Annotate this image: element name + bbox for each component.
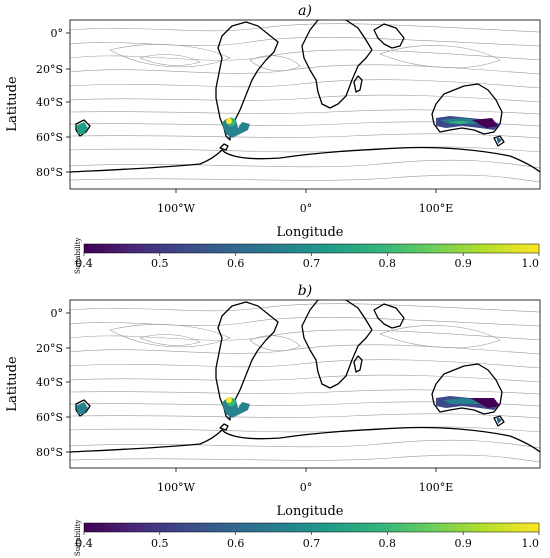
colorbar-tick-a-4: 0.8	[379, 257, 397, 270]
colorbar-tick-a-6: 1.0	[522, 257, 540, 270]
x-tick-label-a-2: 100°E	[419, 202, 454, 215]
panel-title-b: b)	[298, 283, 312, 299]
y-tick-label-a-1: 20°S	[36, 63, 63, 76]
x-axis-label-a: Longitude	[277, 225, 344, 240]
x-tick-label-a-0: 100°W	[157, 202, 195, 215]
x-tick-label-b-2: 100°E	[419, 481, 454, 494]
colorbar-tick-b-1: 0.5	[151, 537, 169, 550]
panel-title-a: a)	[298, 3, 312, 19]
x-tick-label-a-1: 0°	[300, 202, 313, 215]
colorbar-tick-a-5: 0.9	[454, 257, 472, 270]
map-frame-a	[69, 19, 541, 190]
colorbar-tick-a-1: 0.5	[151, 257, 169, 270]
x-tick-label-b-1: 0°	[300, 481, 313, 494]
y-ticks-a	[66, 32, 70, 173]
y-axis-label-a: Latitude	[5, 76, 20, 132]
x-tick-label-b-0: 100°W	[157, 481, 195, 494]
colorbar-tick-a-0: 0.4	[75, 257, 93, 270]
colorbar-label-b: Suitability	[74, 519, 82, 556]
colorbar-tick-b-3: 0.7	[303, 537, 321, 550]
y-axis-label-b: Latitude	[5, 356, 20, 412]
x-axis-label-b: Longitude	[277, 504, 344, 519]
y-tick-label-b-1: 20°S	[36, 342, 63, 355]
colorbar-tick-b-6: 1.0	[522, 537, 540, 550]
colorbar-tick-b-2: 0.6	[227, 537, 245, 550]
contour-lines-b	[70, 303, 540, 463]
y-tick-label-b-4: 80°S	[36, 446, 63, 459]
colorbar-a: Suitability 0.4 0.5 0.6 0.7 0.8 0.9 1.0	[74, 237, 540, 274]
colorbar-tick-b-0: 0.4	[75, 537, 93, 550]
y-tick-label-a-4: 80°S	[36, 166, 63, 179]
colorbar-label-a: Suitability	[74, 237, 82, 274]
y-tick-label-a-0: 0°	[51, 27, 64, 40]
suitability-overlay-a	[76, 116, 502, 144]
colorbar-tick-b-4: 0.8	[379, 537, 397, 550]
panel-a: a)	[5, 3, 541, 274]
colorbar-tick-a-3: 0.7	[303, 257, 321, 270]
colorbar-tick-a-2: 0.6	[227, 257, 245, 270]
y-tick-label-b-2: 40°S	[36, 376, 63, 389]
y-tick-label-b-3: 60°S	[36, 411, 63, 424]
y-tick-label-a-2: 40°S	[36, 96, 63, 109]
panel-b: b)	[5, 283, 541, 556]
x-ticks-b	[175, 468, 437, 472]
colorbar-b: Suitability 0.4 0.5 0.6 0.7 0.8 0.9 1.0	[74, 519, 540, 556]
y-tick-label-a-3: 60°S	[36, 131, 63, 144]
x-ticks-a	[175, 189, 437, 193]
y-tick-label-b-0: 0°	[51, 307, 64, 320]
contour-lines-a	[70, 23, 540, 183]
colorbar-gradient-b	[83, 522, 540, 533]
coastlines-a	[70, 20, 540, 173]
suitability-overlay-b	[76, 396, 502, 424]
y-ticks-b	[66, 312, 70, 453]
map-frame-b	[69, 299, 541, 469]
colorbar-gradient-a	[83, 243, 540, 254]
colorbar-tick-b-5: 0.9	[454, 537, 472, 550]
